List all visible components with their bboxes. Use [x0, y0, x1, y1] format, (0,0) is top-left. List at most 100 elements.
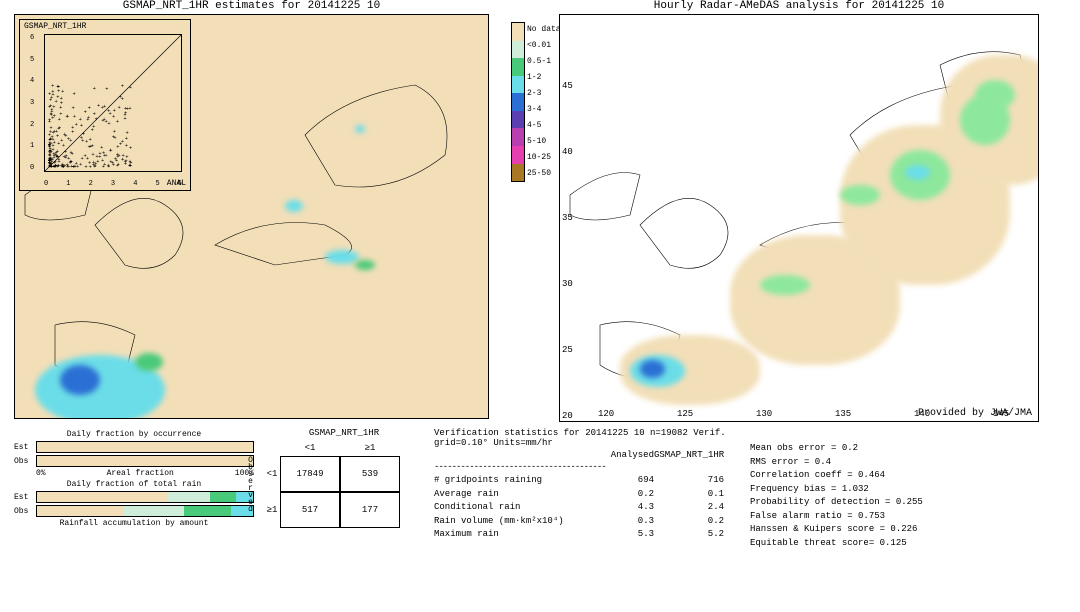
- svg-text:+: +: [116, 153, 119, 160]
- inset-xlabel: ANAL: [167, 179, 186, 188]
- ct-a: 17849: [280, 456, 340, 492]
- ct-row1: <1: [264, 456, 280, 492]
- svg-text:+: +: [84, 153, 87, 160]
- svg-text:+: +: [48, 117, 51, 124]
- inset-yaxis: 0123456: [30, 34, 34, 172]
- ct-row2: ≥1: [264, 492, 280, 528]
- est-label-2: Est: [14, 493, 36, 502]
- svg-text:+: +: [73, 91, 76, 98]
- provided-by: Provided by JWA/JMA: [918, 408, 1032, 419]
- svg-text:+: +: [61, 88, 64, 95]
- inset-title: GSMAP_NRT_1HR: [24, 22, 86, 31]
- svg-text:+: +: [101, 104, 104, 111]
- svg-text:+: +: [75, 121, 78, 128]
- scale-mid: Areal fraction: [107, 469, 174, 478]
- svg-text:+: +: [79, 161, 82, 168]
- svg-text:+: +: [80, 122, 83, 129]
- fractions-panel: Daily fraction by occurrence Est Obs 0% …: [14, 428, 254, 550]
- svg-text:+: +: [107, 107, 110, 114]
- svg-text:+: +: [70, 158, 73, 165]
- svg-text:+: +: [91, 143, 94, 150]
- svg-text:+: +: [109, 147, 112, 154]
- svg-text:+: +: [52, 152, 55, 159]
- svg-text:+: +: [112, 113, 115, 120]
- col-model: GSMAP_NRT_1HR: [654, 450, 724, 460]
- svg-text:+: +: [98, 153, 101, 160]
- svg-text:+: +: [88, 105, 91, 112]
- left-map: GSMAP_NRT_1HR ++++++++++++++++++++++++++…: [14, 14, 489, 419]
- svg-text:+: +: [124, 158, 127, 165]
- tot-title: Daily fraction of total rain: [14, 480, 254, 489]
- svg-text:+: +: [80, 155, 83, 162]
- svg-text:+: +: [82, 130, 85, 137]
- occ-est-bar: [36, 441, 254, 453]
- svg-text:+: +: [107, 163, 110, 170]
- occ-obs-bar: [36, 455, 254, 467]
- tot-obs-bar: [36, 505, 254, 517]
- stats-title: Verification statistics for 20141225 10 …: [434, 428, 734, 448]
- legend-labels: No data<0.010.5-11-22-33-44-55-1010-2525…: [527, 22, 561, 182]
- svg-text:+: +: [86, 116, 89, 123]
- ct-col2: ≥1: [340, 440, 400, 456]
- acc-title: Rainfall accumulation by amount: [14, 519, 254, 528]
- stats-dash: ---------------------------------------: [434, 462, 734, 472]
- svg-text:+: +: [48, 137, 51, 144]
- svg-text:+: +: [73, 113, 76, 120]
- svg-text:+: +: [128, 162, 131, 169]
- svg-text:+: +: [116, 118, 119, 125]
- occ-title: Daily fraction by occurrence: [14, 430, 254, 439]
- right-map-title: Hourly Radar-AMeDAS analysis for 2014122…: [559, 0, 1039, 12]
- svg-text:+: +: [51, 88, 54, 95]
- ct-col1: <1: [280, 440, 340, 456]
- svg-text:+: +: [67, 136, 70, 143]
- legend-bar: [511, 22, 525, 182]
- svg-text:+: +: [121, 95, 124, 102]
- svg-text:+: +: [119, 141, 122, 148]
- svg-text:+: +: [58, 116, 61, 123]
- svg-text:+: +: [103, 161, 106, 168]
- svg-text:+: +: [75, 160, 78, 167]
- contingency-table: GSMAP_NRT_1HR <1 ≥1 <1 17849 539 ≥1 517 …: [264, 428, 424, 550]
- svg-text:+: +: [121, 83, 124, 90]
- svg-text:+: +: [57, 88, 60, 95]
- svg-text:+: +: [129, 84, 132, 91]
- tot-est-bar: [36, 491, 254, 503]
- svg-text:+: +: [53, 160, 56, 167]
- ct-d: 177: [340, 492, 400, 528]
- svg-text:+: +: [81, 137, 84, 144]
- svg-text:+: +: [105, 86, 108, 93]
- svg-text:+: +: [69, 149, 72, 156]
- right-map: Provided by JWA/JMA 12012513013514014520…: [559, 14, 1039, 422]
- scatter-inset: GSMAP_NRT_1HR ++++++++++++++++++++++++++…: [19, 19, 191, 191]
- left-map-title: GSMAP_NRT_1HR estimates for 20141225 10: [14, 0, 489, 12]
- est-label: Est: [14, 443, 36, 452]
- svg-text:+: +: [60, 137, 63, 144]
- svg-text:+: +: [101, 117, 104, 124]
- right-map-panel: Hourly Radar-AMeDAS analysis for 2014122…: [559, 0, 1039, 422]
- svg-text:+: +: [125, 142, 128, 149]
- svg-text:+: +: [66, 113, 69, 120]
- inset-scatter-points: ++++++++++++++++++++++++++++++++++++++++…: [45, 35, 181, 171]
- svg-text:+: +: [71, 128, 74, 135]
- inset-xaxis: 0123456: [44, 180, 182, 188]
- observed-label: Observed: [246, 456, 255, 512]
- svg-text:+: +: [71, 105, 74, 112]
- svg-text:+: +: [122, 152, 125, 159]
- ct-c: 517: [280, 492, 340, 528]
- inset-plot: ++++++++++++++++++++++++++++++++++++++++…: [44, 34, 182, 172]
- col-analysed: Analysed: [594, 450, 654, 460]
- svg-text:+: +: [91, 151, 94, 158]
- svg-text:+: +: [123, 112, 126, 119]
- svg-text:+: +: [125, 135, 128, 142]
- svg-text:+: +: [57, 125, 60, 132]
- svg-text:+: +: [92, 159, 95, 166]
- svg-text:+: +: [104, 152, 107, 159]
- svg-text:+: +: [60, 95, 63, 102]
- svg-text:+: +: [93, 85, 96, 92]
- svg-text:+: +: [129, 145, 132, 152]
- svg-text:+: +: [62, 163, 65, 170]
- obs-label-2: Obs: [14, 507, 36, 516]
- svg-text:+: +: [116, 162, 119, 169]
- svg-text:+: +: [107, 120, 110, 127]
- stats-panel: Verification statistics for 20141225 10 …: [434, 428, 1066, 550]
